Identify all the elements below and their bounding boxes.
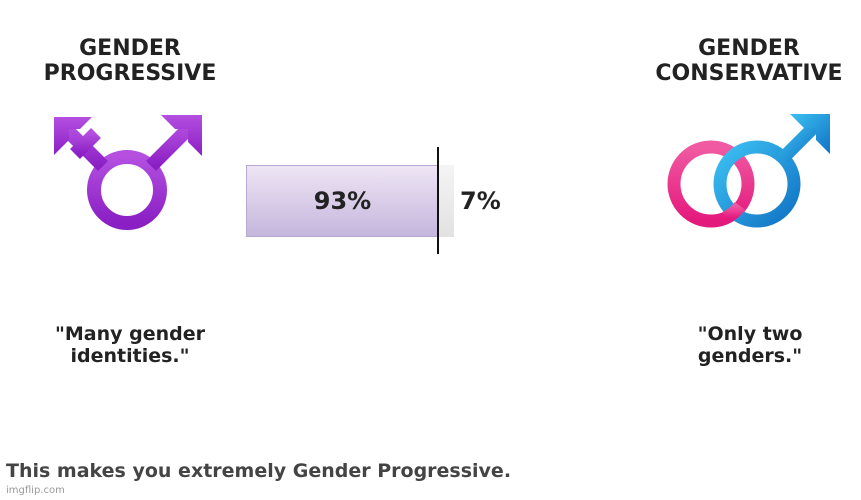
male-female-symbol-icon <box>667 114 830 287</box>
imgflip-watermark: imgflip.com <box>6 485 65 496</box>
gender-meter: 93% <box>246 165 454 237</box>
conservative-quote-line1: "Only two <box>697 323 803 345</box>
conservative-bar-remainder <box>439 165 454 237</box>
progressive-quote: "Many gender identities." <box>30 323 230 367</box>
progressive-heading-line1: GENDER <box>79 36 181 61</box>
progressive-heading: GENDER PROGRESSIVE <box>30 36 230 86</box>
progressive-bar-fill <box>246 165 439 237</box>
transgender-symbol-icon <box>54 115 202 285</box>
progressive-quote-line1: "Many gender <box>54 323 206 345</box>
conservative-percent-label: 7% <box>460 187 501 215</box>
conservative-quote-line2: genders." <box>697 345 803 367</box>
progressive-percent-label: 93% <box>313 187 372 215</box>
conservative-quote: "Only two genders." <box>650 323 850 367</box>
meter-divider-line <box>437 147 439 254</box>
progressive-quote-line2: identities." <box>70 345 190 367</box>
result-text: This makes you extremely Gender Progress… <box>6 460 512 482</box>
conservative-heading-line2: CONSERVATIVE <box>655 61 843 86</box>
conservative-heading-line1: GENDER <box>698 36 800 61</box>
progressive-heading-line2: PROGRESSIVE <box>43 61 217 86</box>
conservative-heading: GENDER CONSERVATIVE <box>640 36 858 86</box>
